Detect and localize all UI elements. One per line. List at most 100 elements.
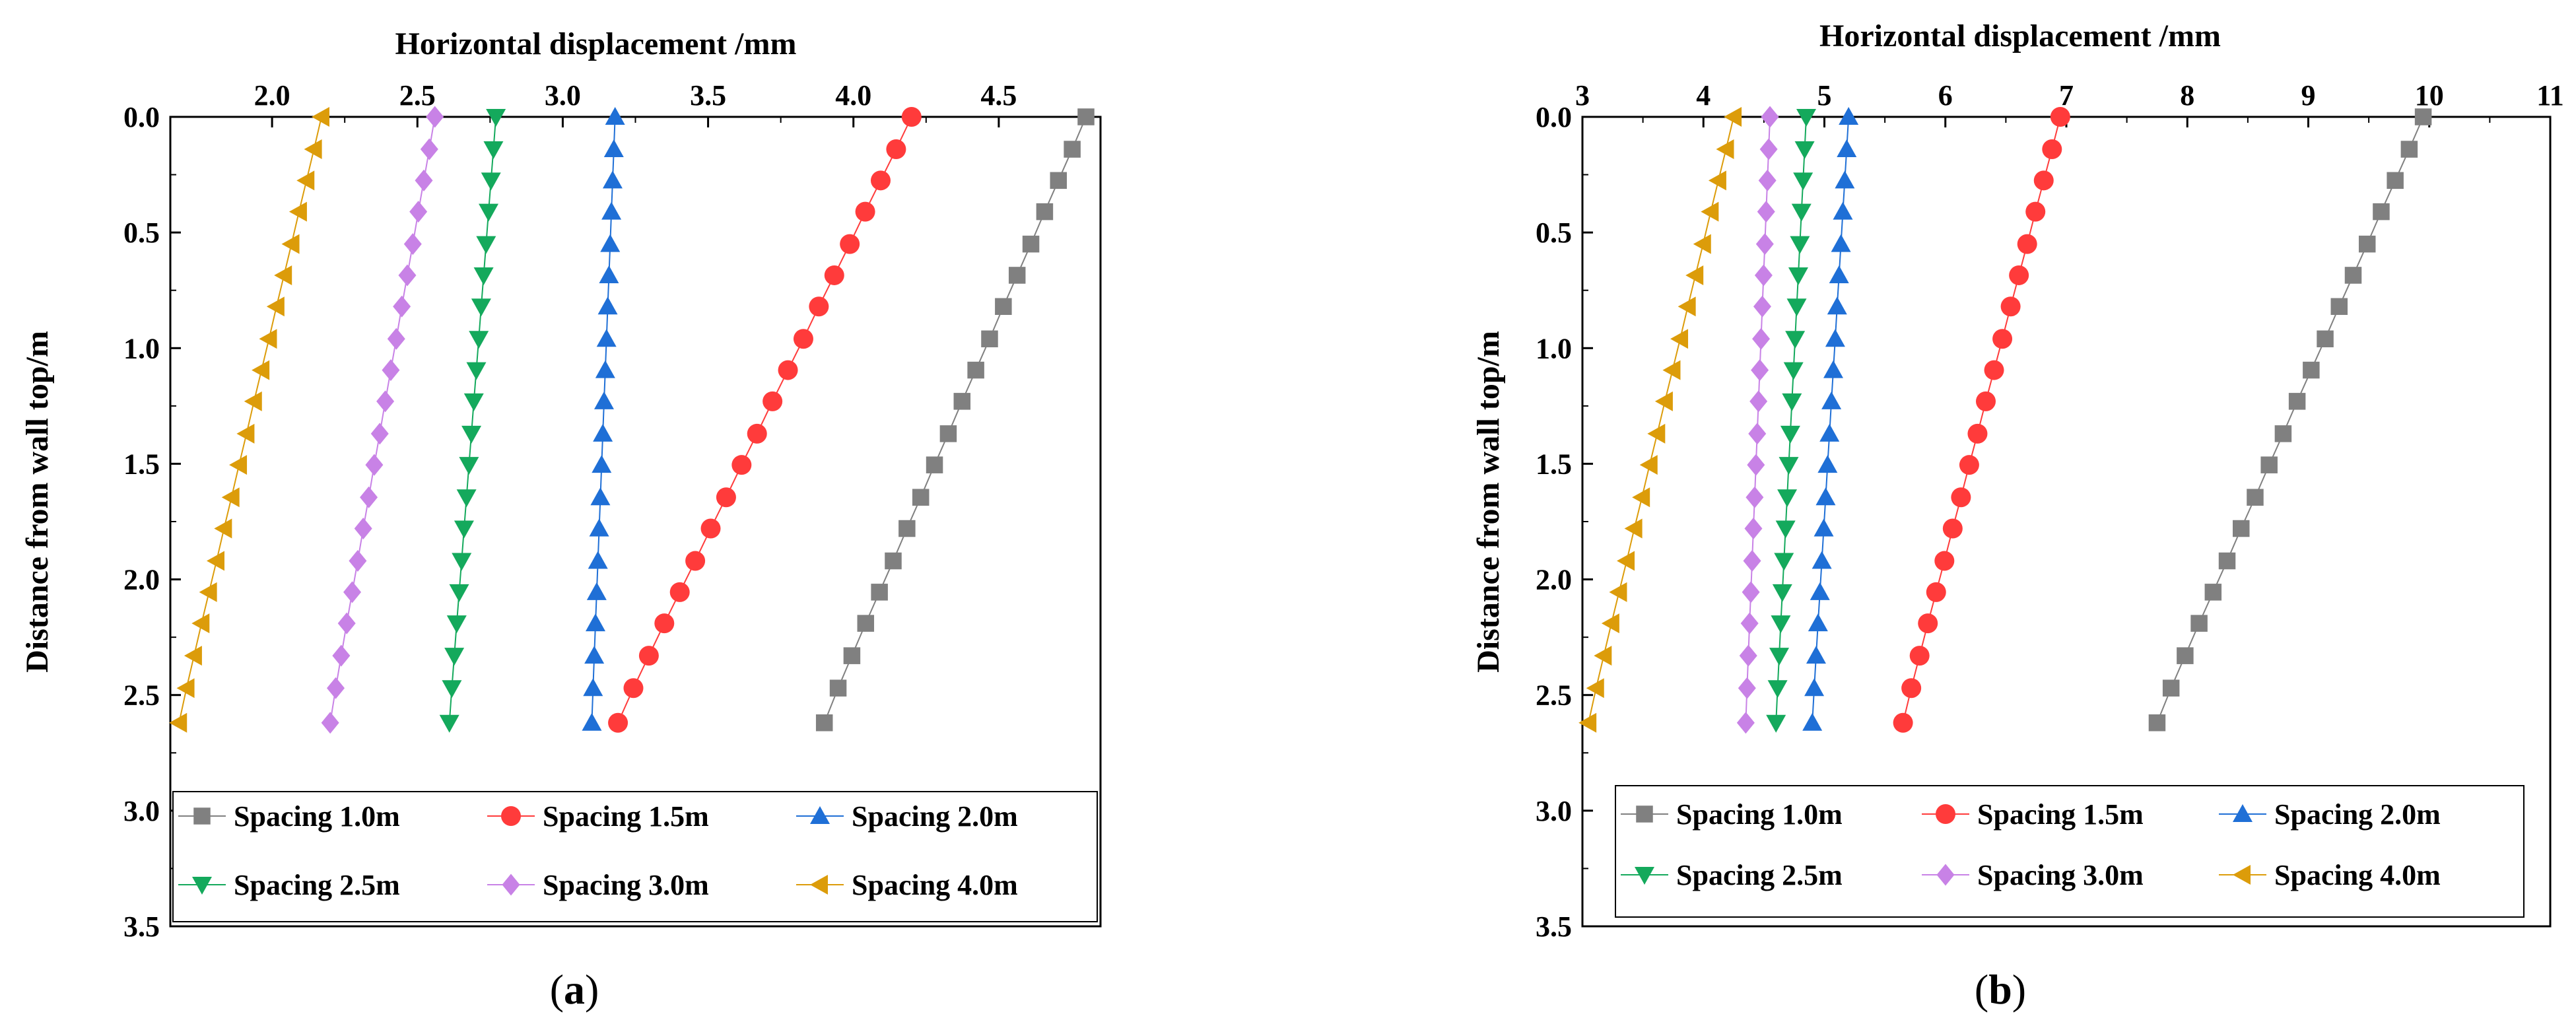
legend: Spacing 1.0m Spacing 1.5m Spacing 2.0m Spac…: [1615, 785, 2525, 918]
data-point: [593, 423, 613, 442]
data-point: [1791, 203, 1812, 222]
series-Spacing 1.0m: [2148, 108, 2432, 732]
data-point: [1808, 613, 1828, 632]
data-point: [898, 520, 916, 537]
data-point: [2204, 584, 2222, 601]
data-point: [327, 677, 345, 699]
data-point: [343, 581, 362, 603]
data-point: [354, 518, 372, 540]
data-point: [1951, 487, 1971, 508]
series-Spacing 3.0m: [321, 106, 444, 734]
y-tick-label: 3.5: [1536, 910, 1572, 943]
data-point: [2303, 361, 2320, 379]
data-point: [588, 551, 608, 569]
data-point: [1753, 295, 1771, 318]
data-point: [191, 613, 210, 634]
data-point: [1624, 518, 1643, 539]
data-point: [1751, 359, 1769, 382]
data-point: [206, 551, 224, 571]
caption-paren-close: ): [2012, 966, 2026, 1013]
data-point: [602, 170, 623, 189]
data-point: [1909, 646, 1930, 666]
data-point: [1757, 201, 1775, 223]
series-Spacing 2.0m: [582, 107, 625, 731]
data-point: [2414, 108, 2432, 125]
data-point: [476, 236, 496, 254]
data-point: [593, 391, 614, 409]
data-point: [2373, 203, 2390, 221]
legend-label: Spacing 1.0m: [1676, 798, 1843, 831]
data-point: [1761, 106, 1779, 128]
data-point: [1601, 613, 1619, 634]
data-point: [1831, 234, 1851, 252]
data-point: [623, 678, 644, 699]
data-point: [2232, 520, 2250, 537]
data-point: [1926, 582, 1946, 602]
data-point: [2017, 234, 2037, 254]
data-point: [1617, 551, 1635, 571]
data-point: [304, 139, 322, 160]
data-point: [1934, 551, 1955, 571]
data-point: [1724, 107, 1742, 127]
data-point: [967, 361, 984, 379]
legend-label: Spacing 4.0m: [852, 869, 1018, 901]
data-point: [981, 330, 998, 348]
data-point: [2190, 615, 2208, 632]
data-point: [1893, 712, 1913, 733]
x-tick-label: 2.5: [399, 79, 436, 112]
data-point: [288, 201, 307, 222]
data-point: [471, 298, 491, 317]
data-point: [403, 233, 422, 256]
data-point: [259, 329, 277, 349]
data-point: [1747, 454, 1765, 476]
series-Spacing 2.5m: [1766, 109, 1817, 733]
data-point: [2148, 714, 2166, 732]
x-tick-label: 5: [1817, 79, 1832, 112]
data-point: [2387, 172, 2404, 189]
data-point: [1759, 138, 1778, 160]
data-point: [763, 391, 783, 411]
legend-label: Spacing 2.0m: [2274, 798, 2441, 831]
data-point: [1767, 680, 1788, 699]
data-point: [1632, 487, 1650, 508]
data-point: [349, 550, 367, 572]
x-tick-label: 3.5: [690, 79, 726, 112]
data-point: [1817, 455, 1838, 473]
legend-label: Spacing 2.5m: [1676, 859, 1843, 891]
data-point: [2274, 425, 2292, 442]
data-point: [778, 360, 798, 380]
x-tick-label: 9: [2301, 79, 2316, 112]
data-point: [2000, 296, 2021, 317]
data-point: [1769, 648, 1790, 666]
data-point: [1829, 265, 1849, 283]
data-point: [901, 107, 922, 127]
legend-marker: [193, 807, 211, 825]
data-point: [479, 203, 499, 222]
data-point: [1743, 550, 1761, 572]
caption-letter: a: [564, 966, 585, 1013]
x-axis-title: Horizontal displacement /mm: [1819, 18, 2221, 53]
data-point: [2260, 456, 2278, 473]
data-point: [321, 712, 339, 734]
data-point: [1758, 169, 1777, 191]
data-point: [747, 423, 767, 444]
data-point: [486, 109, 506, 127]
data-point: [1835, 170, 1855, 189]
y-tick-label: 0.0: [123, 101, 160, 133]
data-point: [840, 234, 860, 254]
data-point: [229, 455, 248, 475]
data-point: [995, 298, 1012, 315]
data-point: [393, 295, 411, 318]
data-point: [1967, 423, 1988, 444]
data-point: [1825, 329, 1845, 347]
data-point: [1736, 712, 1755, 734]
data-point: [586, 582, 607, 600]
data-point: [426, 106, 444, 128]
x-tick-label: 8: [2180, 79, 2194, 112]
data-point: [855, 201, 875, 222]
data-point: [2247, 489, 2264, 506]
data-point: [1823, 360, 1844, 378]
legend-label: Spacing 4.0m: [2274, 859, 2441, 891]
data-point: [1716, 139, 1734, 160]
